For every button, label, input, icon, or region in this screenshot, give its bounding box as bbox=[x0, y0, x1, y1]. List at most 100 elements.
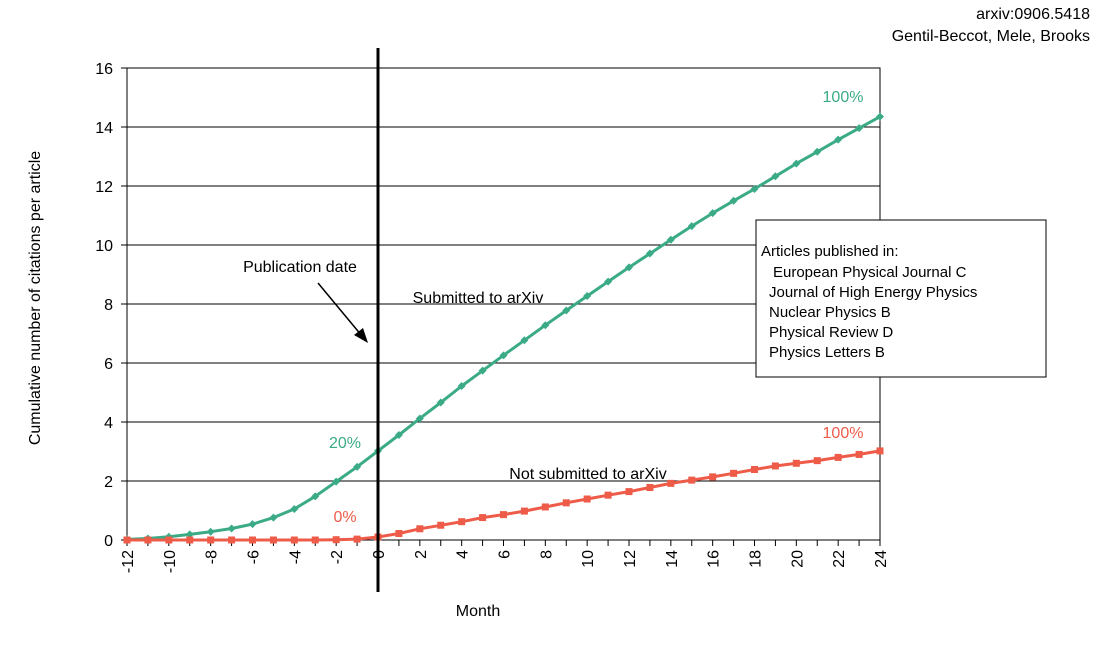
annotation-red-100: 100% bbox=[823, 425, 864, 442]
data-point bbox=[479, 514, 487, 522]
data-point bbox=[415, 414, 424, 423]
data-point bbox=[437, 521, 445, 529]
x-tick-label: 24 bbox=[873, 550, 890, 568]
data-point bbox=[792, 159, 801, 168]
data-point bbox=[813, 147, 822, 156]
y-tick-label: 4 bbox=[104, 415, 113, 432]
x-tick-label: 10 bbox=[580, 550, 597, 568]
data-point bbox=[520, 507, 528, 515]
data-point bbox=[583, 292, 592, 301]
data-point bbox=[604, 491, 612, 499]
data-point bbox=[332, 536, 340, 544]
data-point bbox=[144, 536, 152, 544]
y-tick-label: 16 bbox=[95, 61, 113, 78]
annotation-green-100: 100% bbox=[823, 89, 864, 106]
data-point bbox=[248, 520, 257, 529]
data-point bbox=[353, 535, 361, 543]
data-point bbox=[394, 430, 403, 439]
data-point bbox=[499, 351, 508, 360]
x-tick-label: 4 bbox=[455, 550, 472, 559]
data-point bbox=[206, 527, 215, 536]
data-point bbox=[583, 495, 591, 503]
data-point bbox=[876, 447, 884, 455]
citation-line-1: arxiv:0906.5418 bbox=[976, 6, 1090, 23]
x-tick-label: 12 bbox=[622, 550, 639, 568]
data-point bbox=[709, 473, 717, 481]
data-point bbox=[500, 511, 507, 519]
x-tick-label: 2 bbox=[413, 550, 430, 559]
data-point bbox=[228, 536, 236, 544]
y-tick-label: 0 bbox=[104, 533, 113, 550]
x-axis: -12-10-8-6-4-2024681012141618202224 bbox=[120, 540, 890, 573]
data-point bbox=[855, 450, 863, 458]
data-point bbox=[562, 306, 571, 315]
data-point bbox=[457, 382, 466, 391]
legend-box bbox=[755, 219, 1047, 378]
x-tick-label: 8 bbox=[538, 550, 555, 559]
data-point bbox=[813, 457, 821, 465]
data-point bbox=[708, 209, 717, 218]
data-point bbox=[876, 112, 884, 121]
x-tick-label: -10 bbox=[162, 550, 179, 573]
y-tick-label: 8 bbox=[104, 297, 113, 314]
arrow-head bbox=[354, 328, 368, 343]
data-point bbox=[834, 135, 843, 144]
series-label-submitted: Submitted to arXiv bbox=[413, 290, 544, 307]
data-point bbox=[541, 321, 550, 330]
series-not-submitted bbox=[123, 447, 884, 544]
data-point bbox=[688, 476, 696, 484]
data-point bbox=[290, 505, 299, 514]
x-tick-label: 16 bbox=[706, 550, 723, 568]
data-point bbox=[436, 398, 445, 407]
y-tick-label: 12 bbox=[95, 179, 113, 196]
data-point bbox=[750, 184, 759, 193]
publication-date-label: Publication date bbox=[243, 259, 357, 276]
data-point bbox=[792, 459, 800, 467]
annotation-red-0: 0% bbox=[333, 509, 356, 526]
x-tick-label: -8 bbox=[204, 550, 221, 564]
data-point bbox=[478, 366, 487, 375]
data-point bbox=[311, 492, 320, 501]
data-point bbox=[207, 536, 215, 544]
x-tick-label: -6 bbox=[246, 550, 263, 564]
legend-item: European Physical Journal C bbox=[773, 264, 967, 281]
data-point bbox=[645, 249, 654, 258]
x-tick-label: -2 bbox=[329, 550, 346, 564]
legend-item: Physical Review D bbox=[769, 324, 893, 341]
data-point bbox=[771, 172, 780, 181]
data-point bbox=[687, 222, 696, 231]
data-point bbox=[771, 462, 779, 470]
data-point bbox=[290, 536, 298, 544]
citation-line-2: Gentil-Beccot, Mele, Brooks bbox=[892, 28, 1090, 45]
legend-item: Physics Letters B bbox=[769, 344, 885, 361]
series-layer bbox=[123, 112, 884, 544]
legend-item: Nuclear Physics B bbox=[769, 304, 891, 321]
data-point bbox=[562, 499, 570, 507]
legend-item: Journal of High Energy Physics bbox=[769, 284, 977, 301]
x-tick-label: 20 bbox=[789, 550, 806, 568]
series-label-not-submitted: Not submitted to arXiv bbox=[509, 466, 666, 483]
data-point bbox=[625, 263, 633, 272]
grid-layer bbox=[127, 126, 880, 482]
y-tick-label: 6 bbox=[104, 356, 113, 373]
data-point bbox=[604, 277, 613, 286]
annotation-green-20: 20% bbox=[329, 435, 361, 452]
data-point bbox=[855, 124, 864, 133]
data-point bbox=[186, 536, 194, 544]
data-point bbox=[625, 488, 633, 496]
x-tick-label: 18 bbox=[748, 550, 765, 568]
publication-date-arrow bbox=[317, 282, 363, 337]
x-axis-title: Month bbox=[456, 603, 500, 620]
data-point bbox=[332, 477, 341, 486]
legend: Articles published in: European Physical… bbox=[755, 219, 1047, 378]
data-point bbox=[269, 513, 278, 522]
data-point bbox=[249, 536, 256, 544]
data-point bbox=[416, 525, 424, 533]
data-point bbox=[834, 453, 842, 461]
x-tick-label: 22 bbox=[831, 550, 848, 568]
data-point bbox=[751, 465, 758, 473]
data-point bbox=[395, 530, 403, 538]
data-point bbox=[520, 336, 529, 345]
data-point bbox=[227, 524, 236, 533]
